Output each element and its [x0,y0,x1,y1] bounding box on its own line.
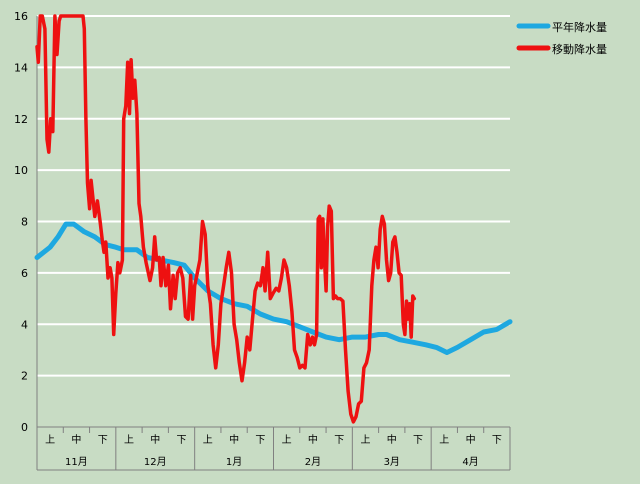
month-label: 3月 [384,456,400,468]
month-label: 11月 [65,456,88,468]
x-tick-label: 中 [71,433,81,446]
x-tick-label: 上 [124,434,134,446]
month-label: 1月 [226,456,242,468]
x-tick-label: 下 [255,435,265,446]
x-tick-label: 上 [45,434,55,446]
x-tick-label: 中 [466,433,476,446]
x-tick-label: 下 [492,435,502,446]
x-tick-label: 上 [282,434,292,446]
x-tick-label: 上 [360,434,370,446]
y-tick-label: 12 [14,113,28,126]
y-tick-label: 6 [21,267,28,280]
x-tick-label: 上 [439,434,449,446]
y-tick-label: 0 [21,421,28,434]
x-tick-label: 中 [387,433,397,446]
y-tick-label: 16 [14,10,28,23]
x-tick-label: 中 [229,433,239,446]
x-tick-label: 上 [203,434,213,446]
x-tick-label: 下 [98,435,108,446]
y-tick-label: 2 [21,370,28,383]
x-tick-label: 下 [177,435,187,446]
y-tick-label: 8 [21,216,28,229]
legend-label: 移動降水量 [552,42,607,56]
x-tick-label: 下 [413,435,423,446]
legend-label: 平年降水量 [552,20,607,34]
month-label: 4月 [462,456,478,468]
y-tick-label: 10 [14,164,28,177]
y-tick-label: 4 [21,318,28,331]
moving-precipitation-line [35,14,417,424]
month-label: 12月 [144,456,167,468]
y-tick-label: 14 [14,61,28,74]
x-tick-label: 中 [150,433,160,446]
month-label: 2月 [305,456,321,468]
x-tick-label: 下 [334,435,344,446]
x-tick-label: 中 [308,433,318,446]
